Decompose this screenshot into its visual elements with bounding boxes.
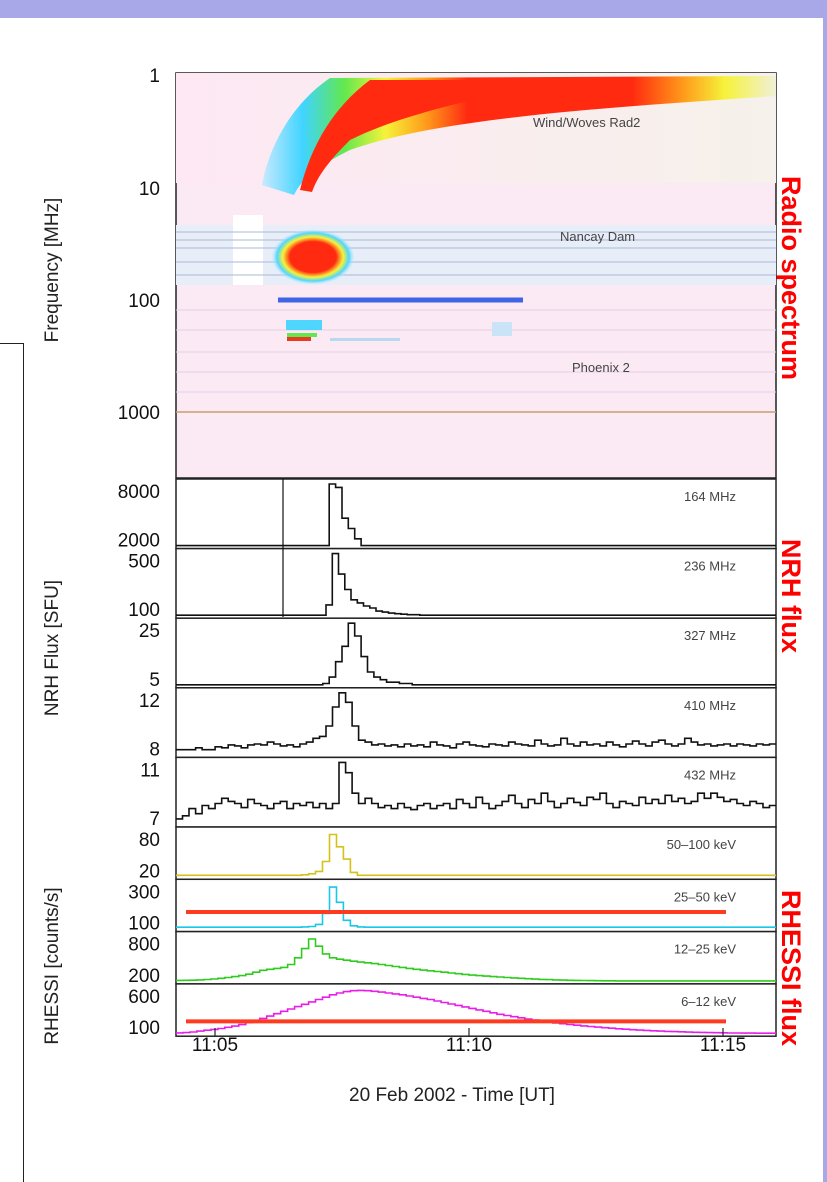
nrh-tick-high: 25 — [139, 621, 160, 642]
nrh-panel-4: 432 MHz 11 7 — [140, 756, 777, 830]
nrh-curve — [176, 483, 776, 547]
top-border — [0, 0, 827, 18]
rhessi-tick-low: 100 — [128, 914, 160, 935]
y-tick-10: 10 — [139, 179, 160, 200]
rhessi-panel-2: 12–25 keV 800 200 — [128, 930, 777, 987]
radio-spectrum-annotation: Radio spectrum — [776, 176, 806, 380]
slide-frame — [0, 18, 827, 1182]
rhessi-tick-high: 800 — [128, 935, 160, 956]
rhessi-channel-label: 12–25 keV — [674, 942, 736, 957]
nrh-panel-0: 164 MHz 8000 2000 — [118, 478, 777, 552]
nancay-gap — [233, 215, 263, 285]
nrh-flux-annotation: NRH flux — [776, 539, 806, 653]
nrh-tick-high: 11 — [140, 760, 160, 781]
spectrum-y-ticks: 1 10 100 1000 — [118, 66, 160, 424]
nrh-panel-frame — [175, 478, 777, 550]
nrh-panel-3: 410 MHz 12 8 — [139, 687, 777, 760]
nancay-burst — [271, 229, 355, 285]
nrh-panel-frame — [175, 547, 777, 619]
rhessi-flux-annotation: RHESSI flux — [776, 890, 806, 1046]
time-axis: 11:05 11:10 11:15 20 Feb 2002 - Time [UT… — [192, 1035, 746, 1106]
rhessi-curve — [176, 989, 776, 1034]
y-tick-1000: 1000 — [118, 403, 160, 424]
nrh-curve — [176, 622, 776, 686]
rhessi-tick-low: 200 — [128, 966, 160, 987]
nrh-curve — [176, 552, 776, 616]
nrh-tick-low: 100 — [128, 600, 160, 621]
y-tick-1: 1 — [149, 66, 160, 87]
nrh-panel-2: 327 MHz 25 5 — [139, 617, 777, 691]
nrh-panel-frame — [175, 617, 777, 689]
nrh-tick-low: 8 — [149, 739, 160, 760]
rhessi-curve — [176, 833, 776, 877]
phoenix-burst-green — [287, 333, 317, 337]
radio-spectrum-panel: Wind/Woves Rad2 Nancay Dam Phoenix 2 1 1… — [42, 66, 806, 479]
nrh-tick-high: 8000 — [118, 482, 160, 503]
nrh-tick-high: 500 — [128, 552, 160, 573]
nrh-channel-label: 410 MHz — [684, 698, 736, 713]
wind-waves-burst-core — [300, 80, 560, 192]
nrh-channel-label: 236 MHz — [684, 559, 736, 574]
nrh-flux-panels: NRH Flux [SFU] NRH flux 164 MHz800020002… — [42, 478, 806, 830]
rhessi-flux-panels: RHESSI [counts/s] RHESSI flux 50–100 keV… — [42, 826, 806, 1046]
rhessi-panel-3: 6–12 keV 600 100 — [128, 983, 777, 1039]
left-bracket-line — [0, 343, 24, 1182]
nrh-curve — [176, 761, 776, 820]
phoenix-trace — [330, 338, 400, 341]
x-tick-1110: 11:10 — [446, 1035, 492, 1056]
spectrum-y-label: Frequency [MHz] — [42, 198, 63, 343]
nrh-y-label: NRH Flux [SFU] — [42, 580, 63, 716]
nrh-panel-frame — [175, 756, 777, 828]
nrh-curve — [176, 692, 776, 751]
phoenix-burst-red — [287, 337, 311, 341]
nrh-channel-label: 327 MHz — [684, 628, 736, 643]
x-tick-1105: 11:05 — [192, 1035, 238, 1056]
rhessi-panel-0: 50–100 keV 80 20 — [139, 826, 777, 882]
rhessi-tick-high: 600 — [128, 987, 160, 1008]
rhessi-panel-frame — [175, 826, 777, 881]
nrh-tick-low: 2000 — [118, 531, 160, 552]
rhessi-panel-frame — [175, 878, 777, 933]
nrh-tick-low: 5 — [149, 670, 160, 691]
rhessi-curve — [176, 938, 776, 982]
rhessi-tick-high: 300 — [128, 882, 160, 903]
wind-waves-label: Wind/Woves Rad2 — [533, 115, 640, 130]
nrh-channel-label: 432 MHz — [684, 767, 736, 782]
rhessi-tick-low: 20 — [139, 861, 160, 882]
rhessi-curve — [176, 886, 776, 928]
phoenix-burst-cyan — [286, 320, 322, 330]
nancay-label: Nancay Dam — [560, 229, 635, 244]
y-tick-100: 100 — [128, 291, 160, 312]
rhessi-tick-low: 100 — [128, 1018, 160, 1039]
rhessi-channel-label: 25–50 keV — [674, 889, 736, 904]
nrh-tick-low: 7 — [149, 809, 160, 830]
phoenix-label: Phoenix 2 — [572, 360, 630, 375]
rhessi-channel-label: 6–12 keV — [681, 994, 736, 1009]
nancay-band — [176, 225, 776, 285]
x-tick-1115: 11:15 — [700, 1035, 746, 1056]
nrh-tick-high: 12 — [139, 691, 160, 712]
rhessi-y-label: RHESSI [counts/s] — [42, 887, 63, 1044]
rhessi-panel-1: 25–50 keV 300 100 — [128, 878, 777, 935]
nrh-panel-1: 236 MHz 500 100 — [128, 547, 777, 621]
x-axis-label: 20 Feb 2002 - Time [UT] — [349, 1085, 555, 1106]
rhessi-tick-high: 80 — [139, 830, 160, 851]
rhessi-channel-label: 50–100 keV — [667, 837, 737, 852]
phoenix-trace-2 — [492, 322, 512, 336]
phoenix-stripes — [176, 309, 776, 393]
nrh-channel-label: 164 MHz — [684, 489, 736, 504]
